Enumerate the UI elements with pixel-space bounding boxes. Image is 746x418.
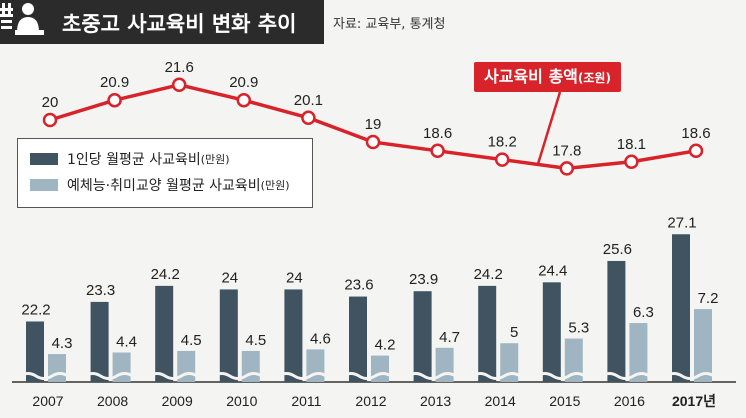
bar-per-student — [607, 260, 626, 382]
x-tick-label: 2011 — [291, 393, 321, 409]
title-bar: 초중고 사교육비 변화 추이 — [0, 0, 324, 44]
total-spending-point — [494, 152, 510, 167]
x-tick-label: 2010 — [226, 393, 257, 409]
x-tick-label: 2012 — [355, 393, 386, 409]
total-spending-value-label: 18.1 — [617, 136, 646, 153]
x-tick-label: 2016 — [614, 393, 645, 409]
total-spending-point — [236, 92, 252, 108]
total-spending-point — [107, 92, 122, 108]
bar-per-student-value-label: 24 — [286, 269, 303, 286]
x-tick-label: 2007 — [32, 393, 63, 409]
bar-per-student — [542, 282, 561, 382]
legend-entry-arts: 예체능·취미교양 월평균 사교육비 (만원) — [30, 175, 290, 195]
bar-arts-value-label: 4.5 — [181, 332, 202, 349]
axis-break-mark — [83, 372, 150, 380]
chart-legend: 1인당 월평균 사교육비 (만원) 예체능·취미교양 월평균 사교육비 (만원) — [17, 138, 313, 208]
bar-per-student — [155, 285, 174, 382]
axis-break-mark — [148, 372, 214, 380]
total-spending-value-label: 18.6 — [681, 125, 710, 142]
legend-entry-per-student: 1인당 월평균 사교육비 (만원) — [30, 149, 230, 169]
chart-title: 초중고 사교육비 변화 추이 — [62, 12, 297, 36]
bar-arts-value-label: 4.3 — [52, 335, 73, 352]
bar-arts-value-label: 7.2 — [698, 290, 719, 307]
total-spending-value-label: 19 — [365, 116, 382, 133]
axis-break-mark — [536, 372, 602, 380]
bar-per-student — [672, 234, 690, 382]
total-spending-value-label: 20.9 — [229, 74, 258, 91]
total-spending-value-label: 20 — [42, 94, 59, 111]
bar-arts-value-label: 4.6 — [310, 330, 331, 347]
axis-break-mark — [342, 372, 408, 380]
bar-arts — [694, 309, 712, 382]
bar-arts-value-label: 4.5 — [245, 332, 266, 349]
bar-per-student-value-label: 27.1 — [667, 214, 696, 231]
callout-unit: (조원) — [577, 71, 611, 85]
x-tick-label: 2008 — [97, 393, 128, 409]
bar-per-student-value-label: 24.2 — [151, 266, 180, 283]
axis-break-mark — [277, 372, 344, 380]
callout-label: 사교육비 총액 — [484, 67, 578, 86]
axis-break-mark — [665, 372, 731, 380]
source-note: 자료: 교육부, 통계청 — [333, 17, 446, 32]
bar-per-student-value-label: 23.6 — [344, 277, 373, 294]
total-spending-point — [559, 161, 575, 176]
x-tick-label: 2013 — [420, 393, 451, 409]
bar-arts-value-label: 5.3 — [568, 320, 589, 337]
axis-break-mark — [406, 372, 473, 380]
bar-per-student — [478, 285, 497, 382]
bar-per-student-value-label: 25.6 — [603, 241, 632, 258]
bar-per-student — [219, 289, 238, 382]
legend-unit-arts: (만원) — [260, 179, 290, 192]
total-spending-point — [301, 110, 316, 126]
bar-arts — [564, 338, 583, 382]
bar-per-student-value-label: 22.2 — [21, 301, 50, 318]
axis-break-mark — [600, 372, 667, 380]
total-spending-point — [688, 143, 704, 159]
bar-arts-value-label: 5 — [510, 324, 518, 341]
bar-per-student-value-label: 24 — [221, 269, 238, 286]
bar-per-student-value-label: 23.3 — [86, 282, 115, 299]
legend-label-arts: 예체능·취미교양 월평균 사교육비 — [67, 178, 261, 194]
bar-arts-value-label: 4.4 — [116, 334, 137, 351]
x-tick-label: 2017년 — [672, 393, 716, 409]
bar-arts-value-label: 4.2 — [375, 337, 396, 354]
total-spending-point — [42, 112, 58, 128]
axis-break-mark — [19, 372, 85, 380]
total-spending-point — [430, 143, 445, 159]
bar-arts — [629, 323, 648, 382]
total-spending-value-label: 18.6 — [423, 125, 452, 142]
bar-per-student — [349, 296, 367, 382]
bar-per-student-value-label: 24.4 — [538, 262, 567, 279]
bar-per-student — [26, 321, 44, 382]
legend-swatch-dark — [30, 153, 58, 165]
bar-per-student — [413, 291, 432, 382]
total-spending-value-label: 20.9 — [100, 74, 129, 91]
total-spending-point — [171, 77, 187, 93]
total-spending-point — [365, 134, 381, 150]
bar-per-student — [90, 301, 109, 382]
total-spending-value-label: 21.6 — [165, 59, 194, 76]
legend-swatch-light — [30, 179, 58, 191]
x-tick-label: 2014 — [485, 393, 516, 409]
bar-per-student-value-label: 23.9 — [409, 271, 438, 288]
total-spending-callout: 사교육비 총액(조원) — [474, 62, 621, 92]
axis-break-mark — [213, 372, 279, 380]
axis-break-mark — [471, 372, 537, 380]
total-spending-value-label: 17.8 — [552, 142, 581, 159]
total-spending-point — [624, 154, 639, 170]
total-spending-value-label: 18.2 — [488, 134, 517, 151]
legend-label-per-student: 1인당 월평균 사교육비 — [67, 152, 201, 168]
callout-pointer — [536, 91, 562, 165]
bar-per-student — [284, 289, 303, 382]
bar-per-student-value-label: 24.2 — [474, 266, 503, 283]
total-spending-value-label: 20.1 — [294, 92, 323, 109]
bar-arts-value-label: 6.3 — [633, 304, 654, 321]
x-tick-label: 2015 — [549, 393, 580, 409]
legend-unit-per-student: (만원) — [200, 153, 230, 166]
x-tick-label: 2009 — [162, 393, 193, 409]
family-logo-icon — [0, 3, 44, 35]
bar-arts-value-label: 4.7 — [439, 329, 460, 346]
